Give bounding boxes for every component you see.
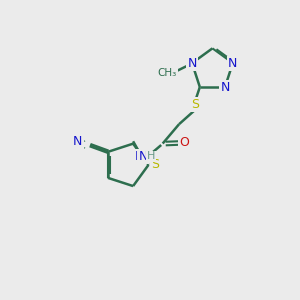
Text: N: N: [135, 150, 144, 164]
Text: O: O: [179, 136, 189, 149]
Text: N: N: [188, 57, 197, 70]
Text: N: N: [73, 135, 83, 148]
Text: N: N: [228, 57, 238, 70]
Text: H: H: [147, 151, 155, 161]
Text: CH₃: CH₃: [158, 68, 177, 78]
Text: H: H: [137, 152, 146, 162]
Text: S: S: [191, 98, 200, 111]
Text: C: C: [76, 139, 85, 152]
Text: N: N: [138, 150, 148, 164]
Text: N: N: [220, 81, 230, 94]
Text: S: S: [152, 158, 160, 171]
